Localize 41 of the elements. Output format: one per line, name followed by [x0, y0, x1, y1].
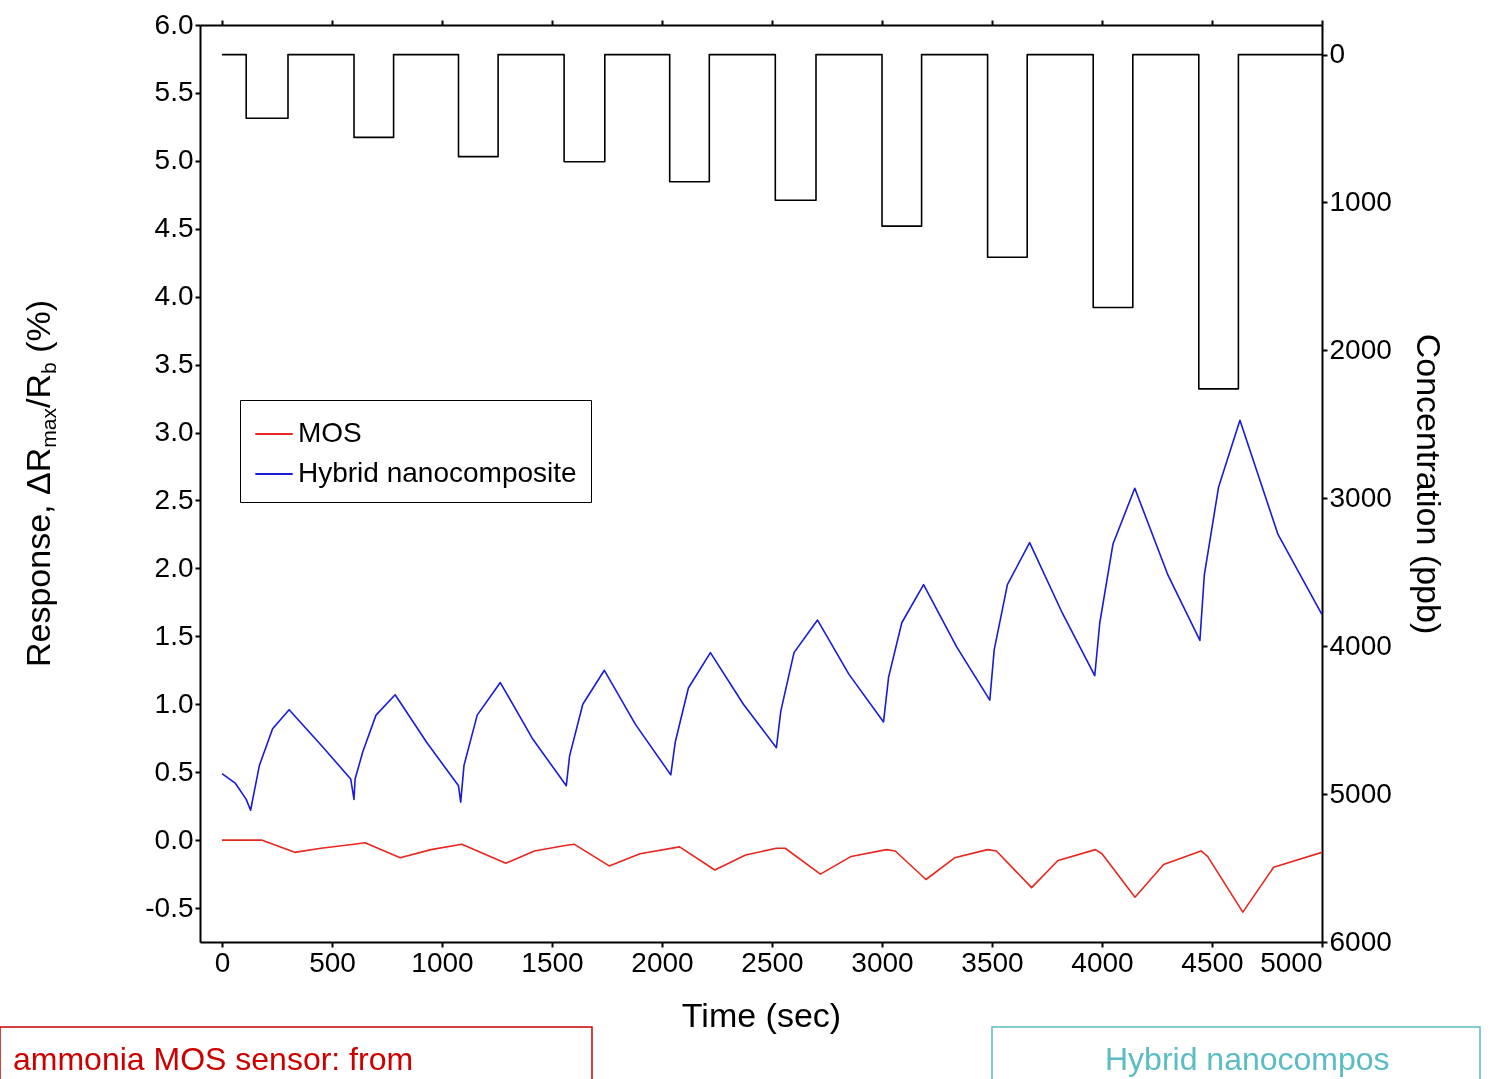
x-tick-label: 1500	[521, 946, 584, 978]
x-tick-label: 1000	[411, 946, 474, 978]
x-tick-label: 500	[309, 946, 356, 978]
y-tick-label: 2.0	[154, 551, 194, 583]
line-series	[221, 839, 1322, 913]
y-tick-label: 5.0	[154, 144, 194, 176]
x-axis-title: Time (sec)	[681, 995, 842, 1034]
x-tick-label: 4500	[1181, 946, 1244, 978]
y2-tick-label: 6000	[1329, 925, 1392, 957]
y2-tick-label: 1000	[1329, 185, 1392, 217]
x-tick-label: 2000	[631, 946, 694, 978]
y2-tick-label: 3000	[1329, 481, 1392, 513]
x-tick-label: 3500	[961, 946, 1024, 978]
y-tick-label: 1.0	[154, 687, 194, 719]
y2-tick-label: 2000	[1329, 333, 1392, 365]
y-tick-label: 5.5	[154, 76, 194, 108]
y-axis-title: Response, ΔRmax/Rb (%)	[19, 299, 60, 668]
x-tick-label: 2500	[741, 946, 804, 978]
line-series	[221, 419, 1322, 812]
y-tick-label: 6.0	[154, 8, 194, 40]
y2-axis-title: Concentration (ppb)	[1409, 333, 1448, 635]
legend-label: MOS	[298, 417, 362, 448]
y2-tick-label: 5000	[1329, 777, 1392, 809]
x-tick-label: 3000	[851, 946, 914, 978]
y2-tick-label: 4000	[1329, 629, 1392, 661]
y-tick-label: 3.0	[154, 416, 194, 448]
legend-label: Hybrid nanocomposite	[298, 457, 577, 488]
y-tick-label: 4.0	[154, 280, 194, 312]
text: ammonia MOS sensor: from	[13, 1041, 414, 1077]
y-tick-label: 4.5	[154, 212, 194, 244]
y-tick-label: 1.5	[154, 619, 194, 651]
y-tick-label: 0.0	[154, 823, 194, 855]
x-tick-label: 0	[214, 946, 231, 978]
y-tick-label: 0.5	[154, 755, 194, 787]
text: Hybrid nanocompos	[1105, 1041, 1390, 1077]
x-tick-label: 4000	[1071, 946, 1134, 978]
y-tick-label: -0.5	[145, 891, 194, 923]
y-tick-label: 2.5	[154, 483, 194, 515]
x-tick-label: 5000	[1260, 946, 1323, 978]
y-tick-label: 3.5	[154, 348, 194, 380]
y2-tick-label: 0	[1329, 38, 1346, 70]
